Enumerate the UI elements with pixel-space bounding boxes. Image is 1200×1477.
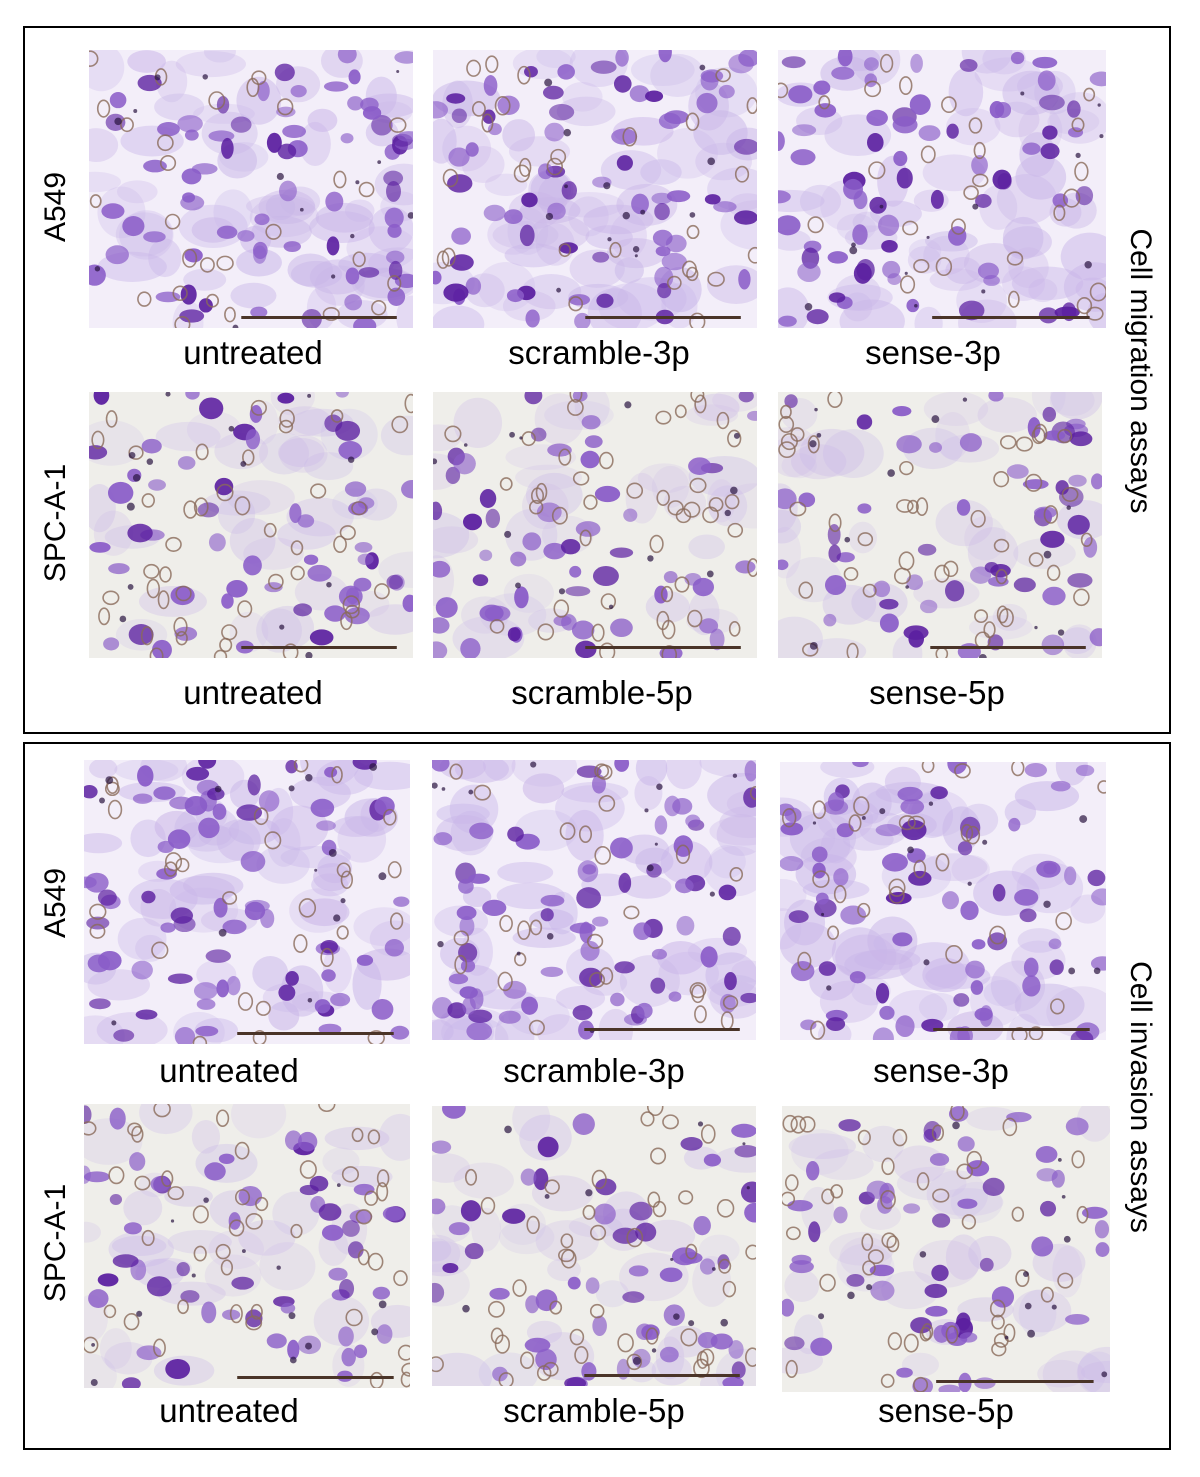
- micrograph-svg: [433, 392, 757, 658]
- row-label-a549-migration: A549: [39, 171, 72, 243]
- micrograph-invasion-a549-untreated: [84, 760, 410, 1044]
- micrograph-svg: [432, 760, 756, 1040]
- caption-migration-spca1-sense-5p: sense-5p: [869, 674, 1005, 711]
- side-label-migration: Cell migration assays: [1124, 228, 1157, 514]
- micrograph-invasion-spca1-sense-5p: [782, 1106, 1110, 1392]
- row-label-spca1-migration: SPC-A-1: [39, 463, 72, 583]
- micrograph-invasion-spca1-untreated: [84, 1104, 410, 1388]
- caption-migration-spca1-untreated: untreated: [183, 674, 323, 711]
- micrograph-svg: [778, 50, 1106, 328]
- micrograph-migration-spca1-scramble-5p: [433, 392, 757, 658]
- micrograph-svg: [89, 50, 413, 328]
- caption-migration-spca1-scramble-5p: scramble-5p: [511, 674, 693, 711]
- micrograph-migration-a549-sense-3p: [778, 50, 1106, 328]
- micrograph-invasion-spca1-scramble-5p: [432, 1106, 756, 1386]
- caption-invasion-spca1-scramble-5p: scramble-5p: [503, 1392, 685, 1429]
- micrograph-svg: [84, 1104, 410, 1388]
- caption-migration-a549-untreated: untreated: [183, 334, 323, 371]
- caption-invasion-a549-untreated: untreated: [159, 1052, 299, 1089]
- row-label-a549-invasion: A549: [39, 867, 72, 939]
- micrograph-svg: [84, 760, 410, 1044]
- micrograph-migration-a549-scramble-3p: [433, 50, 757, 328]
- invasion-panel: [23, 742, 1171, 1450]
- caption-invasion-spca1-untreated: untreated: [159, 1392, 299, 1429]
- micrograph-svg: [433, 50, 757, 328]
- micrograph-svg: [782, 1106, 1110, 1392]
- micrograph-invasion-a549-scramble-3p: [432, 760, 756, 1040]
- micrograph-invasion-a549-sense-3p: [780, 762, 1106, 1040]
- caption-migration-a549-scramble-3p: scramble-3p: [508, 334, 690, 371]
- row-label-spca1-invasion: SPC-A-1: [39, 1183, 72, 1303]
- micrograph-migration-spca1-untreated: [89, 392, 413, 658]
- micrograph-migration-spca1-sense-5p: [778, 392, 1102, 658]
- micrograph-svg: [432, 1106, 756, 1386]
- micrograph-migration-a549-untreated: [89, 50, 413, 328]
- micrograph-svg: [778, 392, 1102, 658]
- caption-invasion-a549-scramble-3p: scramble-3p: [503, 1052, 685, 1089]
- caption-invasion-a549-sense-3p: sense-3p: [873, 1052, 1009, 1089]
- micrograph-svg: [89, 392, 413, 658]
- micrograph-svg: [780, 762, 1106, 1040]
- caption-migration-a549-sense-3p: sense-3p: [865, 334, 1001, 371]
- side-label-invasion: Cell invasion assays: [1124, 961, 1157, 1233]
- migration-panel: [23, 26, 1171, 734]
- caption-invasion-spca1-sense-5p: sense-5p: [878, 1392, 1014, 1429]
